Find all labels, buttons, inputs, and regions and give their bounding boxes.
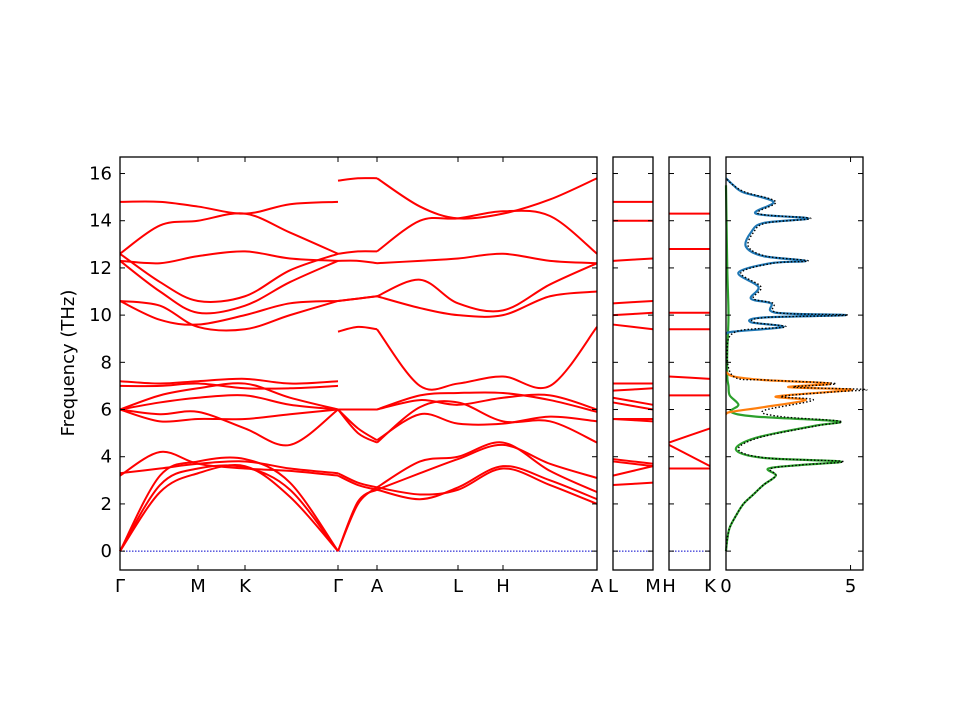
- k-point-label: M: [190, 576, 206, 597]
- band-line: [337, 486, 378, 552]
- band-line: [376, 209, 598, 255]
- band-line: [119, 408, 339, 423]
- band-line: [376, 391, 598, 413]
- band-line: [119, 299, 339, 332]
- band-line: [376, 177, 598, 220]
- band-line: [376, 400, 598, 444]
- band-line: [612, 257, 654, 262]
- k-point-label: Γ: [333, 576, 343, 597]
- k-point-label: K: [704, 576, 717, 597]
- y-tick-label: 4: [101, 447, 112, 468]
- dos-partial-curve: [724, 185, 843, 552]
- band-line: [119, 200, 339, 215]
- band-line: [337, 177, 378, 182]
- band-line: [119, 212, 339, 255]
- dos-total-curve: [725, 177, 868, 552]
- band-line: [119, 382, 339, 411]
- band-line: [612, 481, 654, 487]
- dos-partial-curve: [725, 370, 854, 416]
- band-line: [376, 252, 598, 265]
- band-line: [337, 259, 378, 265]
- band-line: [119, 250, 339, 265]
- band-line: [612, 460, 654, 468]
- band-line: [376, 441, 598, 494]
- plot-frame-dos: [725, 156, 864, 571]
- band-line: [337, 488, 378, 552]
- y-axis-label: Frequency (THz): [58, 290, 79, 437]
- band-line: [612, 396, 654, 406]
- band-line: [119, 299, 339, 326]
- k-point-label: H: [496, 576, 510, 597]
- y-tick-label: 8: [101, 352, 112, 373]
- y-tick-label: 10: [89, 305, 112, 326]
- y-tick-label: 0: [101, 541, 112, 562]
- y-tick-label: 16: [89, 164, 112, 185]
- y-tick-label: 2: [101, 494, 112, 515]
- band-line: [612, 299, 654, 305]
- band-line: [612, 311, 654, 317]
- plot-frame-l-m: [612, 156, 654, 571]
- band-line: [119, 394, 339, 411]
- plot-frame-main: [119, 156, 598, 571]
- band-line: [119, 450, 339, 477]
- k-point-label: A: [591, 576, 604, 597]
- band-line: [119, 408, 339, 447]
- k-point-label: A: [371, 576, 384, 597]
- band-line: [337, 325, 378, 333]
- y-tick-label: 14: [89, 211, 112, 232]
- band-line: [337, 408, 378, 442]
- band-line: [119, 259, 339, 315]
- band-line: [119, 456, 339, 552]
- band-line: [612, 323, 654, 331]
- band-line: [376, 467, 598, 505]
- band-line: [119, 377, 339, 385]
- band-line: [612, 465, 654, 477]
- band-line: [376, 326, 598, 391]
- x-tick-label: 0: [720, 576, 731, 597]
- band-line: [119, 382, 339, 390]
- band-line: [337, 250, 378, 255]
- dos-partial-curve: [725, 177, 847, 336]
- band-line: [612, 458, 654, 465]
- band-line: [668, 375, 711, 380]
- band-line: [376, 393, 598, 411]
- band-line: [376, 443, 598, 491]
- plot-frame-h-k: [668, 156, 711, 571]
- x-tick-label: 5: [845, 576, 856, 597]
- band-line: [376, 290, 598, 318]
- k-point-label: L: [608, 576, 618, 597]
- band-line: [376, 465, 598, 501]
- k-point-label: L: [453, 576, 463, 597]
- band-line: [376, 412, 598, 442]
- band-line: [337, 295, 378, 302]
- band-line: [119, 464, 339, 552]
- band-line: [668, 427, 711, 444]
- band-line: [337, 474, 378, 491]
- band-line: [337, 472, 378, 489]
- k-point-label: K: [239, 576, 252, 597]
- band-line: [376, 262, 598, 313]
- band-line: [668, 444, 711, 468]
- y-tick-label: 12: [89, 258, 112, 279]
- band-line: [612, 387, 654, 392]
- band-line: [119, 460, 339, 475]
- k-point-label: M: [645, 576, 661, 597]
- y-tick-label: 6: [101, 400, 112, 421]
- k-point-label: H: [662, 576, 676, 597]
- k-point-label: Γ: [115, 576, 125, 597]
- band-line: [119, 252, 339, 303]
- panel-band-structure-main: 0 2 4 6 8 10 12 14 16 Γ M K Γ A L H A: [89, 156, 604, 597]
